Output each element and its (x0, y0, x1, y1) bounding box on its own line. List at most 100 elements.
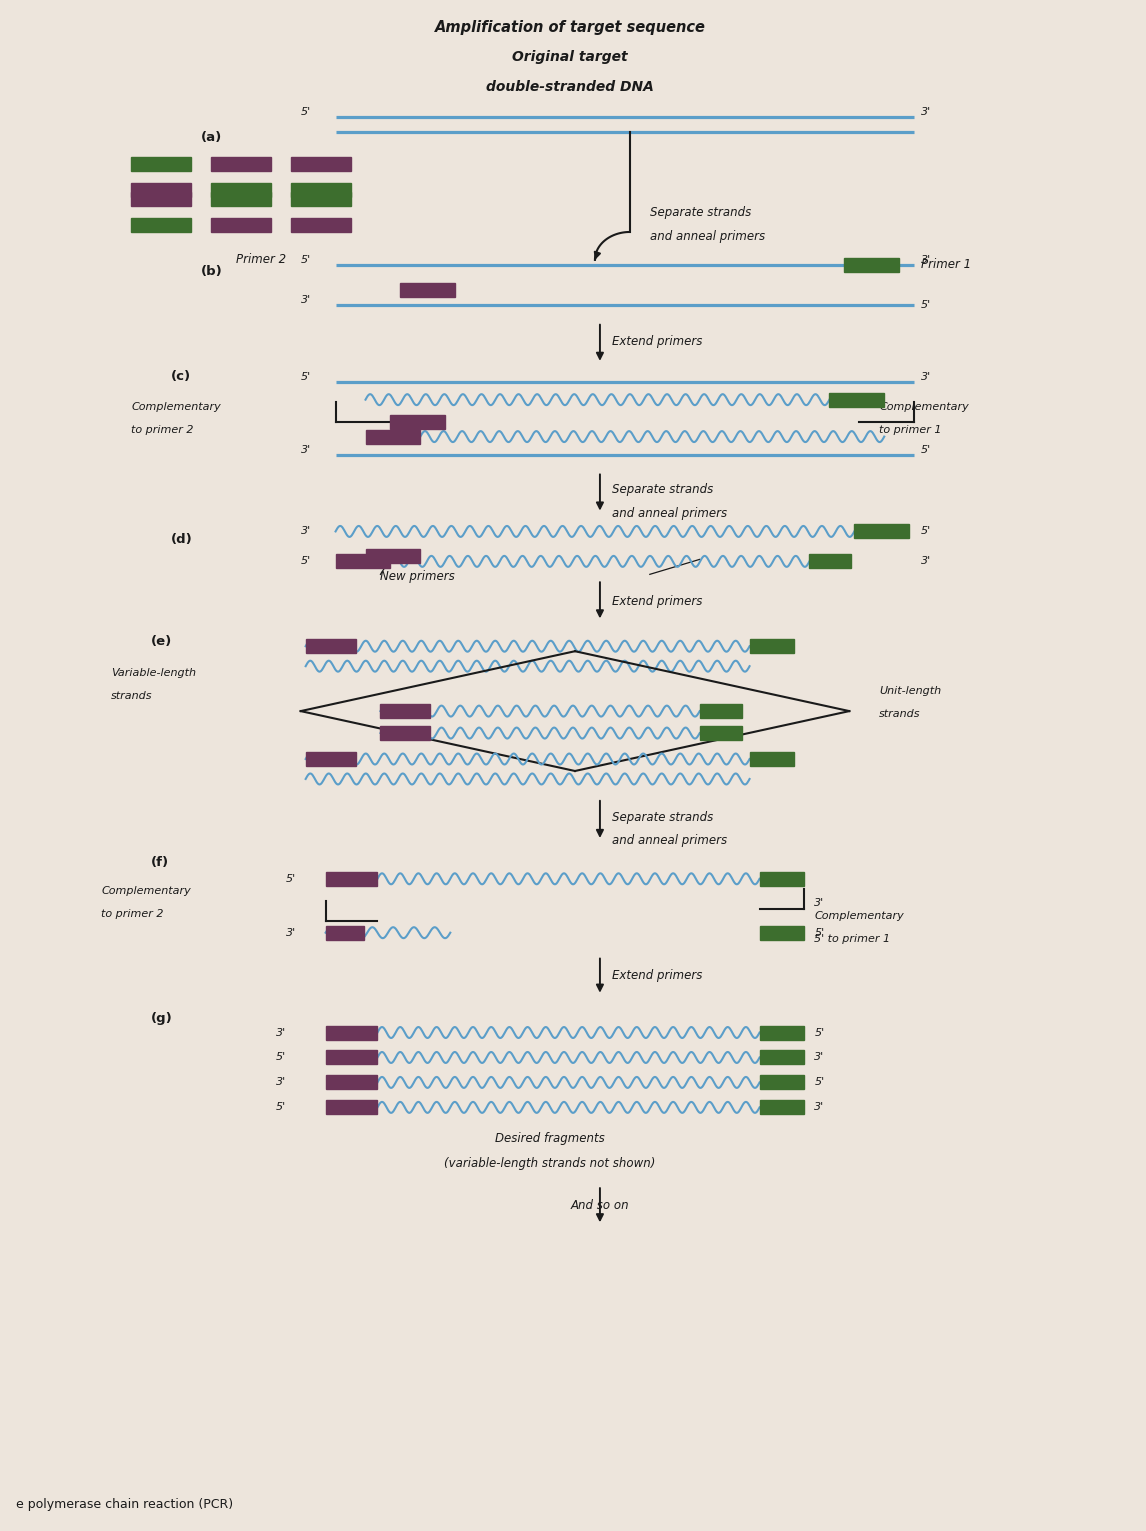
Text: to primer 1: to primer 1 (879, 424, 942, 435)
Bar (830, 392, 885, 407)
Bar (400, 283, 455, 297)
Text: (c): (c) (171, 371, 191, 383)
Bar (700, 726, 741, 739)
Bar (760, 926, 804, 940)
Text: and anneal primers: and anneal primers (650, 231, 764, 243)
Bar (845, 257, 900, 273)
Bar (325, 926, 363, 940)
Text: (a): (a) (201, 130, 222, 144)
Text: Desired fragments: Desired fragments (495, 1131, 605, 1145)
Text: 5': 5' (300, 556, 311, 566)
Text: Complementary: Complementary (131, 401, 221, 412)
Text: (f): (f) (151, 856, 170, 870)
Text: 5': 5' (815, 928, 824, 937)
Text: 3': 3' (276, 1078, 285, 1087)
Text: Extend primers: Extend primers (612, 969, 702, 981)
Text: Complementary: Complementary (879, 401, 970, 412)
Text: 3': 3' (815, 1052, 824, 1063)
Text: (b): (b) (201, 265, 222, 279)
Bar (211, 158, 270, 171)
Bar (291, 217, 351, 233)
Bar (131, 191, 191, 207)
Text: 3': 3' (921, 372, 932, 381)
Text: Variable-length: Variable-length (111, 668, 196, 678)
Text: strands: strands (879, 709, 920, 720)
Bar (380, 726, 431, 739)
Text: 5': 5' (300, 256, 311, 265)
Text: 5': 5' (276, 1052, 285, 1063)
Text: Complementary: Complementary (815, 911, 904, 920)
Bar (854, 525, 909, 539)
Text: Primer 2: Primer 2 (236, 254, 286, 266)
Text: 5': 5' (921, 444, 932, 455)
Text: strands: strands (111, 690, 152, 701)
Bar (325, 1101, 377, 1115)
Bar (760, 1050, 804, 1064)
Bar (700, 704, 741, 718)
Text: (e): (e) (151, 635, 172, 648)
Text: (g): (g) (151, 1012, 173, 1026)
Text: 5' to primer 1: 5' to primer 1 (815, 934, 890, 943)
Text: 3': 3' (276, 1027, 285, 1038)
Text: Complementary: Complementary (101, 886, 191, 896)
Text: to primer 2: to primer 2 (101, 909, 164, 919)
Text: 3': 3' (921, 107, 932, 118)
Text: 5': 5' (921, 300, 932, 309)
Bar (306, 640, 355, 654)
Text: 3': 3' (921, 556, 932, 566)
Text: double-stranded DNA: double-stranded DNA (486, 80, 654, 95)
Bar (131, 184, 191, 197)
Bar (760, 1026, 804, 1040)
Text: Extend primers: Extend primers (612, 335, 702, 348)
Text: 5': 5' (285, 874, 296, 883)
Bar (380, 704, 431, 718)
Text: and anneal primers: and anneal primers (612, 507, 727, 521)
Text: Original target: Original target (512, 51, 628, 64)
Bar (291, 191, 351, 207)
Bar (325, 1075, 377, 1090)
Text: 5': 5' (276, 1102, 285, 1113)
Bar (809, 554, 851, 568)
Bar (366, 550, 421, 563)
Bar (131, 158, 191, 171)
Bar (131, 217, 191, 233)
Text: 5': 5' (815, 1027, 824, 1038)
Bar (366, 430, 421, 444)
Text: 5': 5' (300, 107, 311, 118)
Text: 5': 5' (815, 1078, 824, 1087)
Text: And so on: And so on (571, 1199, 629, 1211)
Text: 3': 3' (300, 527, 311, 536)
Bar (325, 871, 377, 886)
Bar (325, 1050, 377, 1064)
Text: 3': 3' (815, 897, 824, 908)
Text: Separate strands: Separate strands (650, 205, 751, 219)
Text: to primer 2: to primer 2 (131, 424, 194, 435)
Bar (291, 158, 351, 171)
Bar (291, 184, 351, 197)
Text: 5': 5' (921, 527, 932, 536)
Text: Amplification of target sequence: Amplification of target sequence (434, 20, 706, 35)
Text: Separate strands: Separate strands (612, 811, 713, 824)
Text: (d): (d) (171, 533, 193, 547)
Text: (variable-length strands not shown): (variable-length strands not shown) (445, 1157, 656, 1170)
Text: 3': 3' (921, 256, 932, 265)
Bar (391, 415, 446, 429)
Text: 3': 3' (285, 928, 296, 937)
Bar (760, 871, 804, 886)
Bar (749, 752, 794, 766)
Text: and anneal primers: and anneal primers (612, 834, 727, 847)
Bar (336, 554, 391, 568)
Text: Primer 1: Primer 1 (921, 259, 972, 271)
Text: 3': 3' (815, 1102, 824, 1113)
Bar (760, 1101, 804, 1115)
Text: Unit-length: Unit-length (879, 686, 941, 697)
Text: Separate strands: Separate strands (612, 482, 713, 496)
Text: 5': 5' (300, 372, 311, 381)
Text: Extend primers: Extend primers (612, 596, 702, 608)
Bar (211, 184, 270, 197)
Bar (211, 191, 270, 207)
Bar (749, 640, 794, 654)
Bar (211, 217, 270, 233)
Bar (306, 752, 355, 766)
Bar (325, 1026, 377, 1040)
